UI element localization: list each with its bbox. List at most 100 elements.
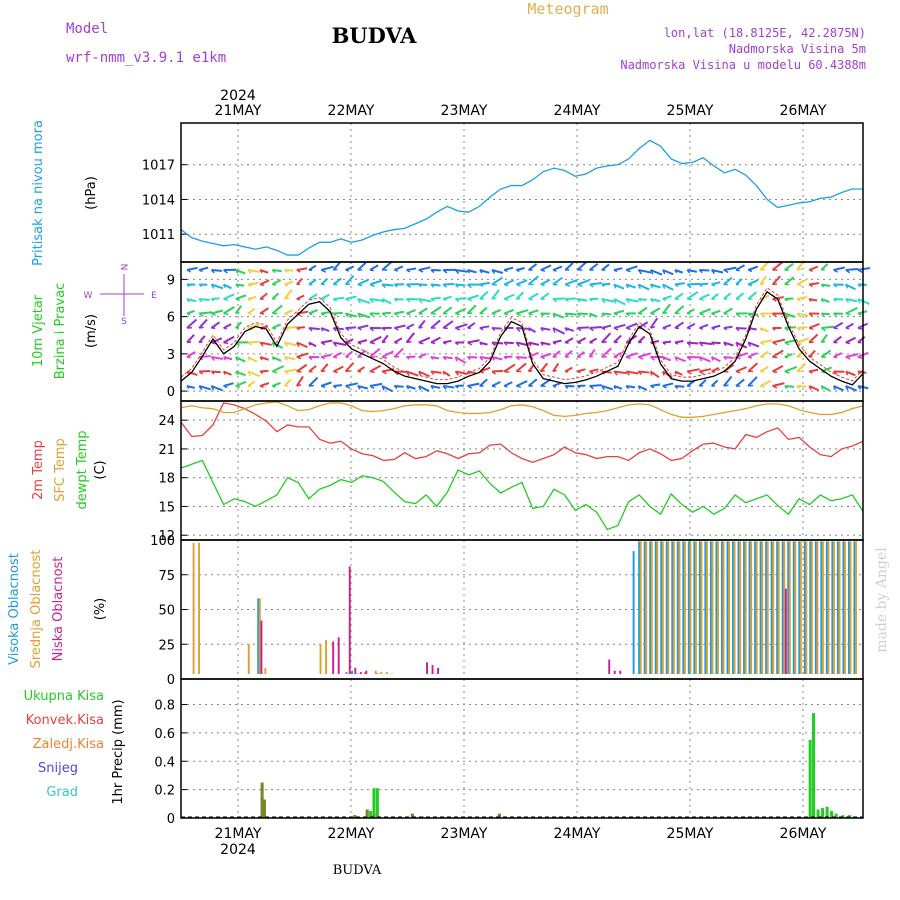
wind-barb-head bbox=[649, 284, 654, 289]
wind-barb bbox=[369, 364, 382, 373]
wind-barb-head bbox=[454, 371, 460, 376]
wind-barb bbox=[308, 341, 317, 348]
wind-barb-head bbox=[491, 269, 496, 275]
cloud-bar-0 bbox=[698, 541, 701, 674]
cloud-ylabel-0: Visoka Oblacnost bbox=[7, 553, 22, 665]
wind-barb-head bbox=[491, 341, 496, 347]
wind-barb-head bbox=[271, 269, 276, 274]
ytick-label-pressure: 1014 bbox=[142, 193, 175, 208]
ytick-label-cloud: 25 bbox=[158, 638, 175, 653]
wind-barb bbox=[808, 385, 820, 392]
wind-barb-head bbox=[576, 385, 581, 389]
wind-barb-head bbox=[454, 356, 458, 362]
wind-barb-head bbox=[784, 341, 790, 346]
wind-barb bbox=[223, 356, 233, 361]
cloud-bar-0 bbox=[643, 541, 646, 674]
cloud-bar-0 bbox=[687, 541, 690, 674]
wind-barb-head bbox=[272, 370, 278, 374]
wind-barb bbox=[418, 353, 427, 358]
wind-barb bbox=[820, 333, 828, 344]
wind-barb bbox=[186, 334, 195, 344]
wind-barb bbox=[772, 365, 784, 373]
cloud-bar-1 bbox=[689, 541, 692, 674]
wind-barb-head bbox=[564, 298, 569, 303]
wind-barb bbox=[796, 337, 810, 344]
wind-barb-head bbox=[516, 283, 521, 287]
wind-barb bbox=[662, 283, 674, 291]
wind-barb bbox=[711, 341, 721, 345]
wind-barb bbox=[772, 296, 784, 300]
cloud-bar-1 bbox=[777, 541, 780, 674]
wind-barb bbox=[443, 356, 453, 360]
panel-temperature: 12 15 18 21 24 2m Temp SFC Temp dewpt Temp (C) bbox=[31, 401, 864, 544]
wind-barb-head bbox=[479, 269, 483, 274]
day-label-top: 21MAY bbox=[215, 103, 262, 119]
wind-barb-head bbox=[613, 356, 618, 359]
wind-barb bbox=[271, 304, 283, 315]
compass-label-n: N bbox=[118, 264, 128, 271]
cloud-bar-1 bbox=[706, 541, 708, 674]
wind-barb-head bbox=[442, 341, 447, 345]
wind-barb-head bbox=[552, 327, 556, 333]
wind-barb-head bbox=[199, 326, 204, 329]
wind-barb bbox=[271, 365, 285, 373]
wind-barb-head bbox=[650, 356, 655, 361]
cloud-bar-1 bbox=[645, 541, 648, 674]
wind-barb bbox=[296, 352, 309, 358]
wind-barb-head bbox=[186, 356, 191, 359]
wind-barb-head bbox=[381, 385, 385, 391]
wind-barb-head bbox=[625, 327, 631, 331]
wind-barb bbox=[442, 295, 452, 300]
wind-barb-head bbox=[369, 312, 374, 317]
wind-barb bbox=[430, 336, 441, 344]
wind-barb bbox=[735, 366, 747, 373]
wind-barb-head bbox=[418, 326, 423, 329]
precip-bar-0 bbox=[825, 806, 829, 818]
wind-barb bbox=[418, 266, 431, 271]
wind-barb-head bbox=[198, 312, 204, 317]
cloud-bar-1 bbox=[733, 541, 736, 674]
wind-barb-head bbox=[369, 298, 374, 304]
wind-barb-head bbox=[223, 269, 228, 274]
wind-barb bbox=[601, 282, 611, 286]
wind-barb-head bbox=[759, 312, 765, 318]
wind-barb bbox=[589, 337, 598, 344]
wind-barb-head bbox=[332, 327, 337, 332]
cloud-bar-0 bbox=[704, 541, 707, 674]
wind-barb-head bbox=[320, 269, 327, 273]
wind-barb-head bbox=[186, 312, 191, 316]
wind-barb-head bbox=[430, 370, 435, 376]
panel-frame-pressure bbox=[180, 122, 864, 263]
wind-barb-head bbox=[772, 356, 778, 359]
ytick-label-precip: 0.4 bbox=[154, 755, 175, 770]
wind-barb bbox=[186, 370, 198, 376]
wind-barb-head bbox=[345, 370, 351, 373]
wind-barb bbox=[503, 381, 513, 387]
wind-barb-head bbox=[589, 385, 594, 390]
cloud-bar-0 bbox=[737, 541, 740, 674]
wind-barb-head bbox=[442, 385, 447, 390]
ytick-label-temperature: 15 bbox=[158, 500, 175, 515]
wind-barb bbox=[625, 352, 638, 358]
cloud-bar-0 bbox=[709, 541, 712, 674]
wind-barb-head bbox=[454, 385, 459, 389]
wind-barb-head bbox=[833, 356, 838, 359]
wind-barb-head bbox=[455, 312, 460, 316]
wind-barb-head bbox=[564, 385, 569, 389]
cloud-bar-1 bbox=[783, 541, 786, 674]
cloud-bar-1 bbox=[728, 541, 731, 674]
wind-barb-head bbox=[259, 342, 264, 347]
cloud-bar-0 bbox=[820, 541, 823, 674]
wind-barb-head bbox=[491, 312, 496, 316]
cloud-bar-1 bbox=[838, 541, 841, 674]
wind-barb-head bbox=[308, 342, 311, 346]
wind-barb-head bbox=[503, 312, 509, 316]
wind-barb-head bbox=[674, 341, 679, 345]
wind-barb bbox=[491, 356, 503, 361]
cloud-bar-1 bbox=[656, 541, 659, 674]
cloud-bar-0 bbox=[660, 541, 663, 674]
cloud-bar-0 bbox=[632, 551, 635, 674]
precip-ylabel: 1hr Precip (mm) bbox=[111, 699, 126, 804]
wind-barb-head bbox=[467, 341, 473, 346]
wind-barb bbox=[588, 262, 599, 271]
